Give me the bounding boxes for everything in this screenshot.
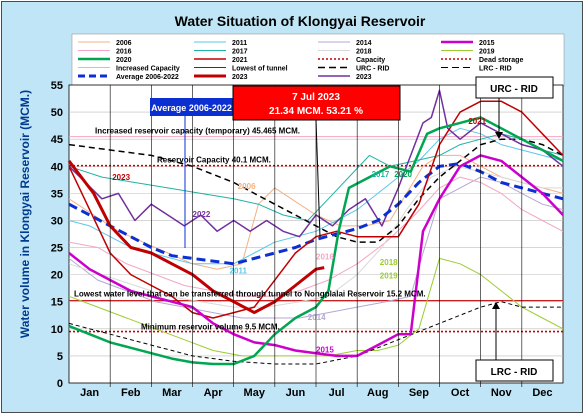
reference-label-3: Lowest water level that can be transferr… xyxy=(74,290,426,299)
series-line-2017-5 xyxy=(68,133,564,221)
x-tick-label: Feb xyxy=(121,387,141,399)
y-tick-label: 45 xyxy=(51,134,63,146)
legend-label-2006: 2006 xyxy=(116,40,132,47)
y-axis-label: Water volume in Klongyai Reservoir (MCM.… xyxy=(18,90,32,338)
lrc-callout-box xyxy=(475,359,554,382)
urc-callout-text: URC - RID xyxy=(490,84,538,95)
y-tick-label: 10 xyxy=(51,324,63,336)
reference-label-4: Minimum reservoir volume 9.5 MCM. xyxy=(141,323,280,332)
series-label-2014: 2014 xyxy=(308,313,326,322)
legend-label-lrc-rid: LRC - RID xyxy=(479,66,512,73)
x-tick-label: Jul xyxy=(329,387,345,399)
legend-label-2018: 2018 xyxy=(356,49,372,56)
legend-label-2017: 2017 xyxy=(232,49,248,56)
legend-label-2014: 2014 xyxy=(356,40,372,47)
series-line-urc-rid-11 xyxy=(68,138,564,243)
series-line-2022-10 xyxy=(68,89,564,238)
y-tick-label: 20 xyxy=(51,270,63,282)
average-callout-box xyxy=(150,98,233,116)
x-tick-label: Aug xyxy=(367,387,388,399)
series-line-2020-8 xyxy=(68,116,564,366)
series-labels: 2023 2006 2022 2011 2016 2014 2015 2017 2020 2018… xyxy=(112,117,486,355)
legend-label-2015: 2015 xyxy=(479,40,495,47)
legend-label-2023: 2023 xyxy=(356,74,372,81)
legend-label-capacity: Capacity xyxy=(356,57,385,64)
reference-label-1: Increased reservoir capacity (temporary)… xyxy=(95,127,300,136)
legend-label-2019: 2019 xyxy=(479,49,495,56)
x-tick-label: May xyxy=(244,387,266,399)
legend-label-urc-rid: URC - RID xyxy=(356,66,389,73)
urc-callout: URC - RID xyxy=(475,76,554,139)
series-label-2006: 2006 xyxy=(238,182,256,191)
series-label-2019: 2019 xyxy=(380,271,398,280)
axes: 0 5 10 15 20 25 30 35 40 45 50 55 Jan Feb Mar Apr May Jun… xyxy=(51,80,553,399)
current-level-value: 21.34 MCM. 53.21 % xyxy=(269,106,363,117)
x-tick-label: Jan xyxy=(80,387,99,399)
series-line-lrc-rid-12 xyxy=(68,301,563,365)
x-tick-label: Nov xyxy=(491,387,513,399)
series-label-2020: 2020 xyxy=(394,170,412,179)
series-label-2021: 2021 xyxy=(468,117,486,126)
legend-label-2020: 2020 xyxy=(116,57,132,64)
series-label-2018: 2018 xyxy=(380,258,398,267)
y-tick-label: 40 xyxy=(51,161,63,173)
series-label-2023: 2023 xyxy=(112,173,130,182)
reference-labels: Increased reservoir capacity (temporary)… xyxy=(74,127,426,332)
current-level-date: 7 Jul 2023 xyxy=(292,92,340,103)
legend-label-increased-capacity: Increased Capacity xyxy=(116,66,180,73)
y-tick-label: 15 xyxy=(51,297,63,309)
average-callout: Average 2006-2022 xyxy=(150,98,233,248)
x-tick-label: Sep xyxy=(409,387,429,399)
average-callout-text: Average 2006-2022 xyxy=(151,103,232,113)
reference-label-2: Reservoir Capacity 40.1 MCM. xyxy=(157,156,271,165)
current-level-callout: 7 Jul 2023 21.34 MCM. 53.21 % xyxy=(232,85,401,238)
lrc-callout: LRC - RID xyxy=(475,302,554,382)
series-label-2011: 2011 xyxy=(230,267,248,276)
x-tick-label: Apr xyxy=(204,387,224,399)
series-label-2017: 2017 xyxy=(372,170,390,179)
y-tick-label: 30 xyxy=(51,215,63,227)
y-tick-label: 0 xyxy=(57,378,63,390)
series-line-2016-4 xyxy=(68,176,564,297)
legend-label-dead-storage: Dead storage xyxy=(479,57,523,64)
lrc-callout-arrowhead xyxy=(492,302,500,309)
legend-label-2011: 2011 xyxy=(232,40,247,47)
legend: 2006 2011 2014 2015 2016 2017 2018 2019 2020 2021… xyxy=(78,40,523,81)
lrc-callout-text: LRC - RID xyxy=(491,367,538,378)
series-label-2015: 2015 xyxy=(316,346,334,355)
legend-label-lowest-of-tunnel: Lowest of tunnel xyxy=(232,66,288,73)
y-tick-label: 35 xyxy=(51,188,63,200)
current-level-pointer xyxy=(315,119,321,238)
legend-label-2016: 2016 xyxy=(116,49,132,56)
y-tick-label: 25 xyxy=(51,243,63,255)
y-tick-label: 50 xyxy=(51,107,63,119)
legend-label-average-2006-2022: Average 2006-2022 xyxy=(116,74,179,81)
legend-label-2023: 2023 xyxy=(232,74,248,81)
series-label-2022: 2022 xyxy=(193,210,211,219)
legend-label-2021: 2021 xyxy=(232,57,248,64)
urc-callout-box xyxy=(475,76,554,99)
x-tick-label: Mar xyxy=(162,387,182,399)
urc-callout-arrowhead xyxy=(495,132,503,139)
series-label-2016: 2016 xyxy=(316,252,334,261)
x-tick-label: Dec xyxy=(532,387,552,399)
x-tick-label: Oct xyxy=(451,387,470,399)
x-tick-label: Jun xyxy=(286,387,306,399)
series-line-2015-3 xyxy=(68,154,564,358)
chart-title: Water Situation of Klongyai Reservoir xyxy=(175,13,426,29)
y-tick-label: 5 xyxy=(57,351,63,363)
y-tick-label: 55 xyxy=(51,80,63,92)
